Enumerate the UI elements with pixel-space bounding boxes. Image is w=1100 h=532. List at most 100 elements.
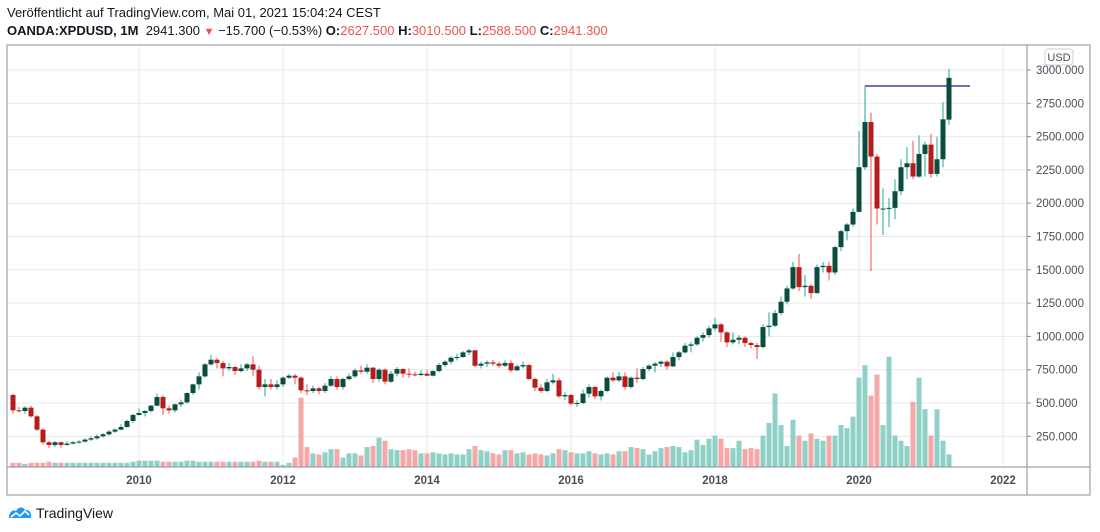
price-tick-label: 2250.000 — [1036, 165, 1084, 177]
volume-bar — [184, 460, 190, 467]
volume-bar — [850, 416, 856, 467]
candle-body — [856, 167, 862, 212]
candle-body — [430, 371, 436, 376]
volume-bar — [388, 449, 394, 467]
candle-body — [40, 429, 46, 443]
volume-bar — [118, 462, 124, 467]
candle-body — [538, 387, 544, 392]
candle-body — [238, 368, 244, 372]
volume-bar — [406, 449, 412, 467]
volume-bar — [286, 462, 292, 467]
candle-body — [196, 376, 202, 385]
volume-bar — [160, 461, 166, 467]
candle-body — [520, 365, 526, 367]
volume-bar — [778, 425, 784, 467]
volume-bar — [352, 453, 358, 467]
volume-bar — [76, 462, 82, 467]
volume-bar — [766, 422, 772, 467]
candle-body — [130, 414, 136, 421]
candle-body — [328, 379, 334, 386]
volume-bar — [328, 449, 334, 467]
volume-bar — [34, 462, 40, 467]
volume-bar — [400, 450, 406, 467]
candle-body — [748, 343, 754, 346]
close-value: 2941.300 — [553, 23, 608, 38]
volume-bar — [856, 377, 862, 467]
candle-body — [58, 442, 64, 445]
volume-bar — [568, 452, 574, 467]
volume-bar — [358, 455, 364, 467]
volume-bar — [262, 461, 268, 467]
volume-bar — [394, 450, 400, 467]
volume-bar — [196, 461, 202, 467]
volume-bar — [436, 453, 442, 467]
candle-body — [940, 119, 946, 160]
candle-body — [922, 144, 928, 154]
volume-bar — [796, 435, 802, 467]
candle-body — [442, 361, 448, 366]
price-chart[interactable]: 250.000 500.000 750.000 1000.000 1250.000 150… — [0, 0, 1100, 500]
candle-body — [742, 337, 748, 344]
volume-bar — [562, 450, 568, 467]
candle-body — [28, 407, 34, 417]
candle-body — [688, 344, 694, 346]
candle-body — [490, 362, 496, 364]
candle-body — [556, 380, 562, 397]
candle-body — [346, 376, 352, 380]
candle-body — [682, 345, 688, 353]
candle-body — [832, 247, 838, 273]
volume-bar — [94, 462, 100, 467]
low-value: 2588.500 — [481, 23, 537, 38]
candle-body — [232, 367, 238, 372]
volume-bar — [190, 460, 196, 467]
candle-body — [142, 410, 148, 413]
candle-body — [820, 265, 826, 268]
candle-body — [802, 285, 808, 288]
price-tick-label: 750.000 — [1036, 365, 1078, 377]
candle-body — [622, 376, 628, 388]
volume-bar — [532, 453, 538, 467]
volume-bar — [166, 461, 172, 467]
volume-bar — [136, 460, 142, 467]
down-triangle-icon: ▼ — [203, 26, 215, 38]
candle-body — [838, 231, 844, 248]
candle-body — [568, 395, 574, 404]
candle-body — [760, 327, 766, 348]
candle-body — [916, 153, 922, 177]
candle-body — [148, 405, 154, 411]
candle-body — [706, 328, 712, 336]
volume-bar — [616, 451, 622, 467]
candle-body — [610, 377, 616, 381]
candle-body — [340, 379, 346, 388]
volume-bar — [148, 460, 154, 467]
candle-body — [502, 363, 508, 366]
volume-bar — [250, 461, 256, 467]
candle-body — [640, 369, 646, 380]
candle-body — [112, 429, 118, 432]
volume-bar — [694, 439, 700, 467]
candle-body — [94, 436, 100, 439]
tradingview-logo-icon — [9, 507, 32, 518]
volume-bar — [700, 444, 706, 467]
candle-body — [226, 367, 232, 369]
volume-bar — [544, 455, 550, 467]
candle-body — [10, 395, 16, 411]
candle-body — [652, 363, 658, 366]
volume-bar — [898, 440, 904, 467]
year-tick-label: 2016 — [558, 475, 584, 487]
candle-body — [616, 376, 622, 381]
candle-body — [154, 397, 160, 406]
volume-bar — [430, 452, 436, 467]
candle-body — [244, 364, 250, 369]
volume-bar — [814, 438, 820, 467]
candle-body — [358, 370, 364, 372]
candle-body — [256, 369, 262, 388]
volume-bar — [826, 435, 832, 467]
candle-body — [586, 387, 592, 394]
candle-body — [418, 373, 424, 376]
volume-bar — [220, 461, 226, 467]
price-tick-label: 1000.000 — [1036, 331, 1084, 343]
volume-bar — [904, 446, 910, 467]
volume-bar — [508, 450, 514, 467]
price-tick-label: 1250.000 — [1036, 298, 1084, 310]
